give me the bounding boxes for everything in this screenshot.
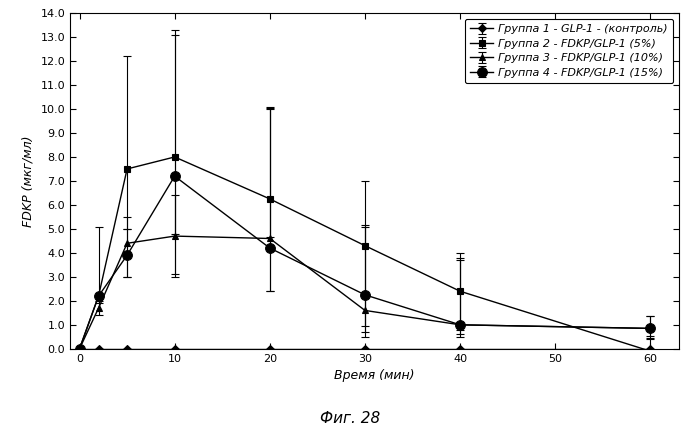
Text: Фиг. 28: Фиг. 28 [320,411,380,426]
Y-axis label: FDKP (мкг/мл): FDKP (мкг/мл) [22,135,35,227]
X-axis label: Время (мин): Время (мин) [335,369,414,382]
Legend: Группа 1 - GLP-1 - (контроль), Группа 2 - FDKP/GLP-1 (5%), Группа 3 - FDKP/GLP-1: Группа 1 - GLP-1 - (контроль), Группа 2 … [465,19,673,83]
